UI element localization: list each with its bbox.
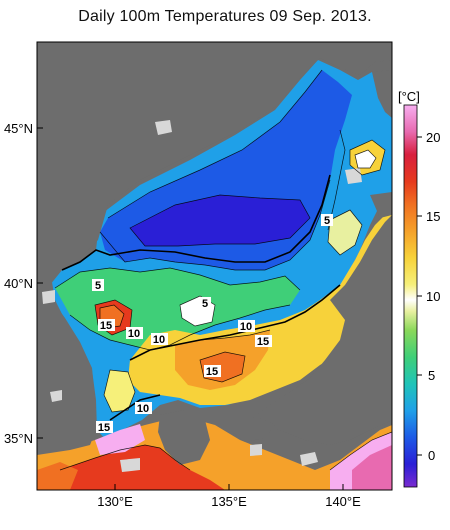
contour-label: 15 — [100, 320, 112, 332]
x-tick-135: 135°E — [211, 494, 247, 509]
sea-region — [52, 60, 392, 440]
colorbar-tick-20: 20 — [426, 130, 440, 145]
axis-tick-marks — [37, 127, 344, 490]
contour-label: 10 — [137, 403, 149, 415]
colorbar-tick-0: 0 — [428, 448, 435, 463]
colorbar-bar — [403, 104, 418, 488]
contour-label: 10 — [128, 328, 140, 340]
y-tick-35: 35°N — [4, 431, 33, 446]
x-tick-130: 130°E — [97, 494, 133, 509]
map-title: Daily 100m Temperatures 09 Sep. 2013. — [78, 8, 372, 25]
contour-label: 15 — [98, 422, 110, 434]
warm-eddy-north-core — [355, 150, 376, 168]
sakhalin-land — [372, 70, 392, 118]
sea-coldest-core — [130, 195, 310, 246]
korea-strait-eddy — [104, 370, 135, 412]
colorbar-tick-5: 5 — [428, 368, 435, 383]
kyushu-land — [158, 410, 210, 465]
hokkaido-land — [370, 192, 392, 218]
asia-land — [37, 42, 392, 455]
honshu-land — [250, 215, 392, 445]
map-panel — [37, 42, 392, 490]
contour-label: 10 — [240, 321, 252, 333]
contour-label: 10 — [153, 334, 165, 346]
colorbar: [°C] 20 15 10 5 0 — [398, 89, 440, 488]
contour-label: 5 — [202, 298, 208, 310]
masked-areas — [42, 120, 362, 472]
contour-label: 5 — [95, 280, 101, 292]
x-tick-140: 140°E — [325, 494, 361, 509]
land-masses — [37, 42, 392, 465]
y-tick-40: 40°N — [4, 276, 33, 291]
colorbar-tick-10: 10 — [426, 289, 440, 304]
contour-label-group: 5 5 5 15 10 10 10 15 15 10 15 — [92, 214, 333, 434]
south-sea-region — [37, 418, 392, 490]
colorbar-ticks — [417, 136, 422, 456]
map-frame — [36, 41, 393, 491]
colorbar-tick-15: 15 — [426, 209, 440, 224]
contour-label: 5 — [324, 215, 330, 227]
contour-label: 15 — [206, 366, 218, 378]
east-coast-band — [328, 210, 362, 255]
shikoku-land — [232, 418, 275, 442]
y-tick-45: 45°N — [4, 121, 33, 136]
contour-label: 15 — [257, 336, 269, 348]
colorbar-unit: [°C] — [398, 89, 420, 104]
